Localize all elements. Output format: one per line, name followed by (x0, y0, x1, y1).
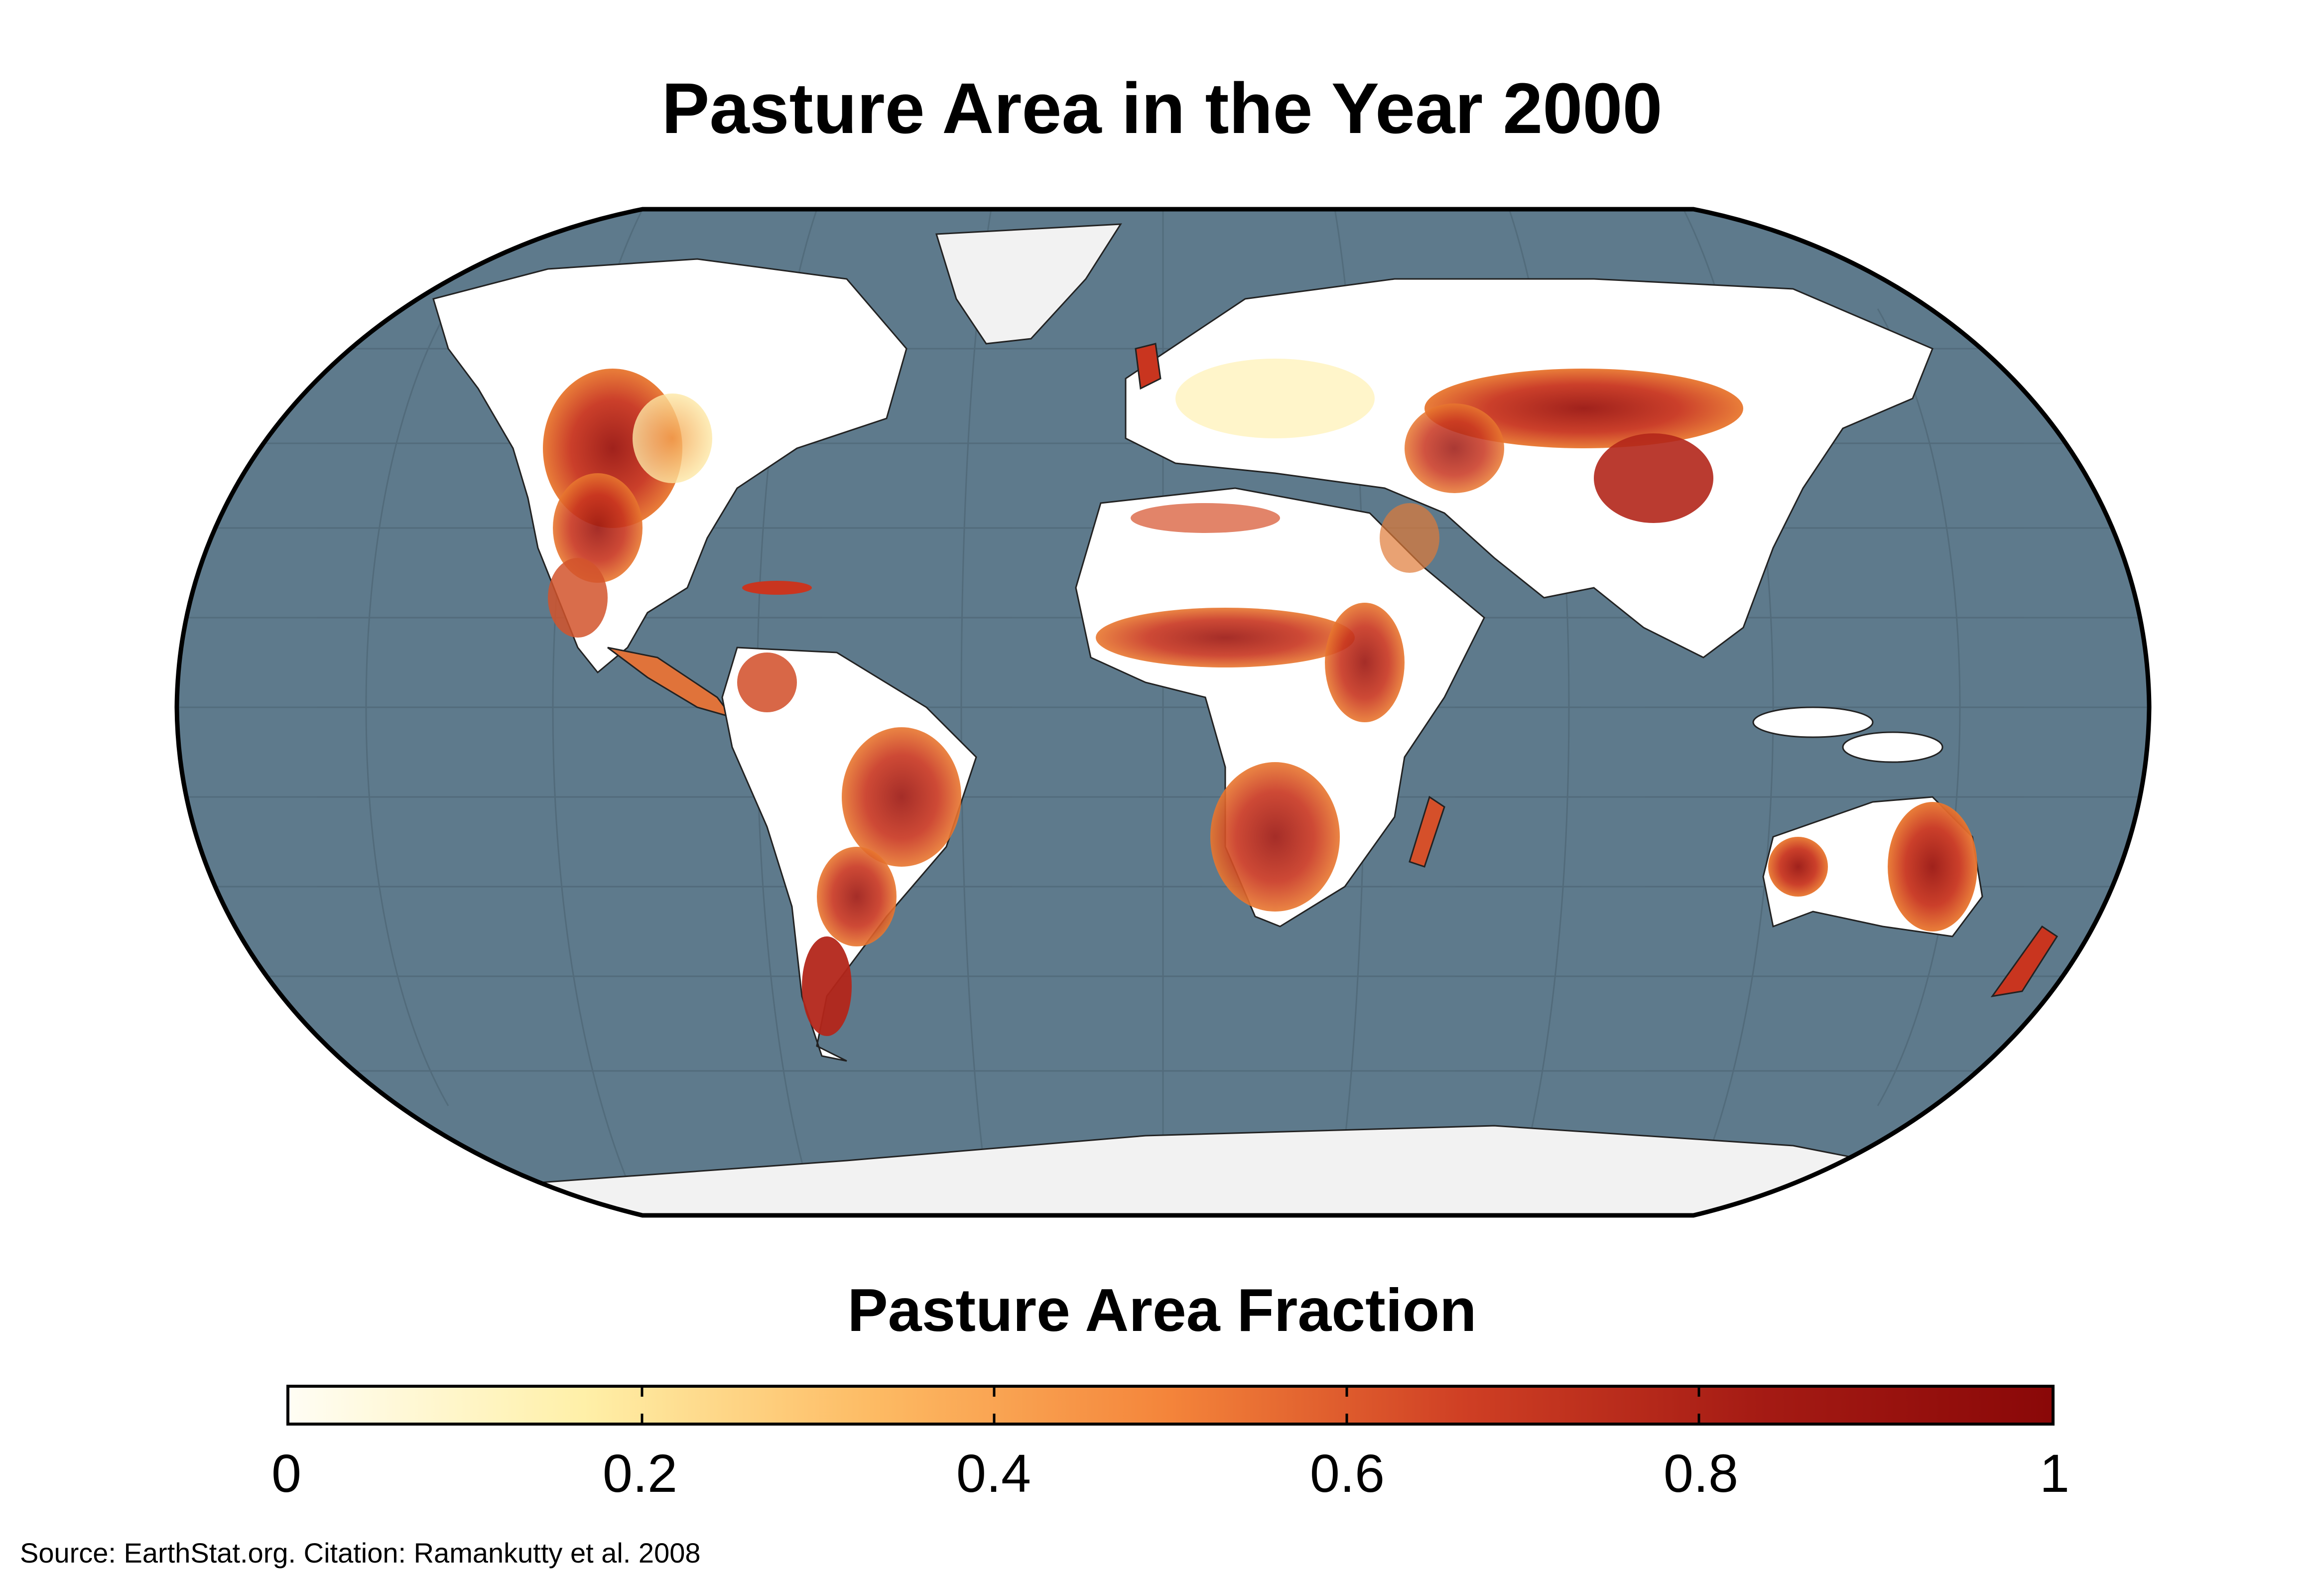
colorbar-tick-0-4: 0.4 (956, 1443, 1032, 1503)
colorbar-tick-0-6: 0.6 (1309, 1443, 1385, 1503)
world-map (174, 207, 2152, 1218)
map-border (174, 207, 2152, 1218)
madagascar (1409, 795, 1445, 868)
source-citation: Source: EarthStat.org. Citation: Ramanku… (20, 1537, 701, 1569)
map-title: Pasture Area in the Year 2000 (661, 68, 1663, 148)
colorbar (286, 1385, 2055, 1426)
colorbar-title: Pasture Area Fraction (847, 1276, 1477, 1344)
colorbar-tick-0: 0 (271, 1443, 302, 1503)
greenland (935, 223, 1122, 345)
colorbar-tick-0-8: 0.8 (1663, 1443, 1739, 1503)
colorbar-tick-1: 1 (2039, 1443, 2070, 1503)
british-isles (1135, 343, 1162, 390)
new-zealand (1990, 925, 2059, 998)
map-svg (174, 207, 2152, 1218)
colorbar-tick-0-2: 0.2 (602, 1443, 678, 1503)
colorbar-ticks (641, 1388, 1700, 1423)
